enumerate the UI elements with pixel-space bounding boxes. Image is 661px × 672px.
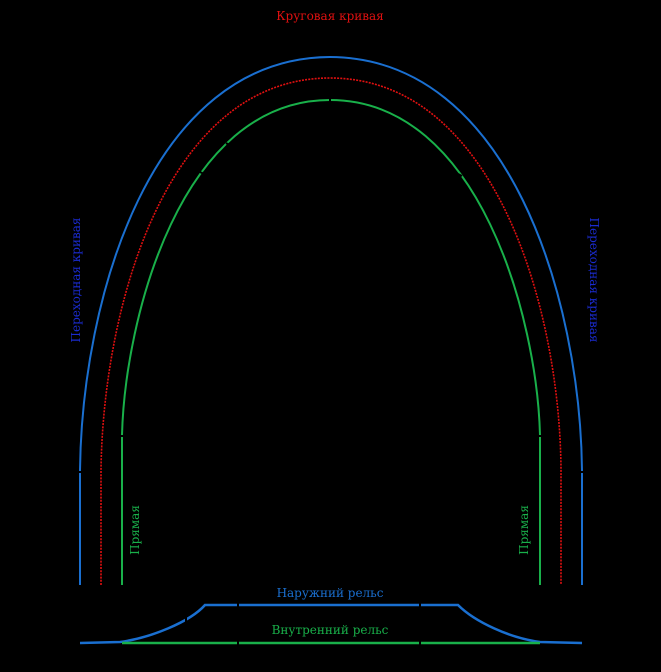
transition-start-marker-right (453, 171, 463, 177)
circular-curve-line (100, 77, 562, 585)
segment-markers (75, 95, 587, 473)
curve-marker-right (425, 142, 435, 149)
outer-rail-track-line (79, 55, 583, 585)
transition-start-marker-left (199, 171, 209, 177)
circular-curve-label: Круговая кривая (276, 9, 384, 23)
inner-rail-label: Внутренний рельс (272, 623, 389, 637)
outer-rail-label: Наружний рельс (277, 586, 384, 600)
transition-curve-label-left: Переходная кривая (69, 218, 83, 343)
profile-markers (185, 601, 421, 647)
transition-curve-label-right: Переходная кривая (587, 218, 601, 343)
straight-label-left: Прямая (128, 505, 142, 555)
outer-rail-profile (79, 603, 583, 645)
curve-marker-left (225, 142, 235, 149)
straight-label-right: Прямая (517, 505, 531, 555)
